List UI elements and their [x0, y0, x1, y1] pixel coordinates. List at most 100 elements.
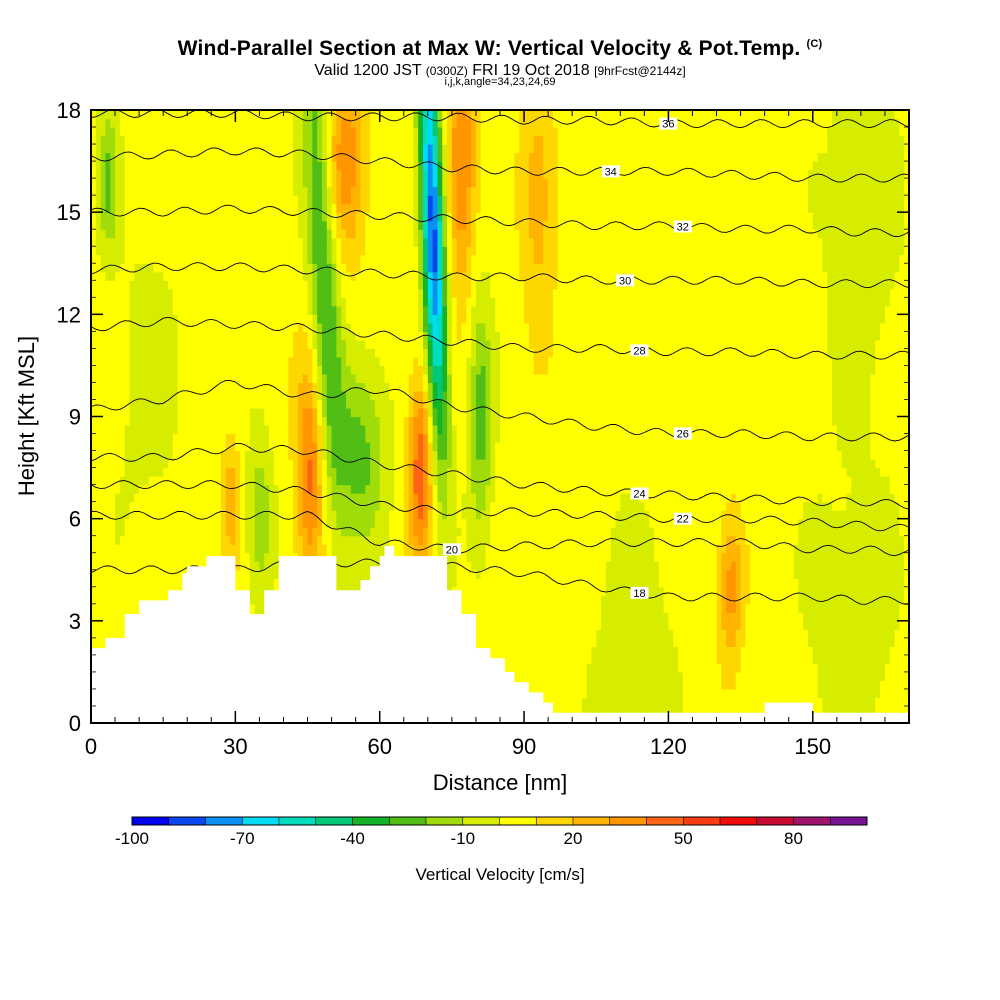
- w-cell: [269, 331, 275, 341]
- w-cell: [240, 314, 246, 324]
- w-cell: [163, 161, 169, 171]
- w-cell: [374, 544, 381, 554]
- w-cell: [307, 518, 313, 528]
- w-cell: [196, 110, 203, 120]
- w-cell: [259, 493, 265, 503]
- w-cell: [158, 297, 164, 307]
- w-cell: [379, 416, 386, 426]
- w-cell: [158, 144, 164, 154]
- w-cell: [350, 331, 357, 341]
- w-cell: [350, 152, 357, 162]
- w-cell: [389, 510, 395, 520]
- w-cell: [182, 552, 188, 562]
- w-cell: [341, 476, 347, 486]
- w-cell: [100, 331, 107, 341]
- w-cell: [177, 178, 184, 188]
- w-cell: [312, 365, 318, 375]
- w-cell: [394, 407, 400, 418]
- w-cell: [139, 178, 145, 188]
- w-cell: [379, 510, 386, 520]
- w-cell: [244, 314, 251, 324]
- w-cell: [269, 569, 275, 579]
- w-cell: [192, 135, 198, 145]
- w-cell: [153, 476, 159, 486]
- w-cell: [206, 518, 212, 528]
- w-cell: [124, 399, 131, 409]
- w-cell: [302, 535, 309, 545]
- w-cell: [172, 459, 179, 469]
- w-cell: [413, 246, 419, 256]
- w-cell: [317, 161, 323, 171]
- w-cell: [389, 297, 395, 307]
- w-cell: [269, 544, 275, 554]
- w-cell: [244, 501, 251, 511]
- w-cell: [341, 510, 347, 520]
- w-cell: [389, 237, 395, 247]
- w-cell: [192, 484, 198, 494]
- w-cell: [172, 263, 179, 273]
- w-cell: [139, 229, 145, 239]
- w-cell: [365, 552, 371, 562]
- w-cell: [230, 433, 236, 443]
- w-cell: [384, 442, 390, 452]
- w-cell: [273, 127, 280, 137]
- w-cell: [355, 416, 362, 426]
- w-cell: [365, 442, 371, 452]
- w-cell: [312, 314, 318, 324]
- w-cell: [163, 246, 169, 256]
- w-cell: [379, 339, 386, 349]
- w-cell: [115, 152, 121, 162]
- w-cell: [177, 382, 184, 392]
- w-cell: [249, 459, 256, 469]
- w-cell: [163, 212, 169, 222]
- w-cell: [389, 186, 395, 196]
- w-cell: [365, 433, 371, 443]
- w-cell: [403, 484, 410, 494]
- w-cell: [172, 578, 179, 588]
- w-cell: [389, 348, 395, 358]
- w-cell: [143, 425, 150, 435]
- w-cell: [225, 288, 232, 298]
- w-cell: [115, 510, 121, 520]
- w-cell: [100, 527, 107, 537]
- w-cell: [269, 246, 275, 256]
- w-cell: [158, 552, 164, 562]
- w-cell: [240, 356, 246, 367]
- w-cell: [244, 263, 251, 273]
- w-cell: [182, 390, 188, 401]
- w-cell: [384, 356, 390, 367]
- w-cell: [105, 118, 111, 128]
- w-cell: [394, 467, 400, 477]
- w-cell: [346, 416, 352, 426]
- w-cell: [302, 331, 309, 341]
- w-cell: [317, 135, 323, 145]
- w-cell: [192, 467, 198, 477]
- w-cell: [119, 416, 126, 426]
- w-cell: [187, 407, 193, 418]
- w-cell: [389, 271, 395, 281]
- w-cell: [283, 110, 289, 120]
- w-cell: [225, 450, 232, 460]
- w-cell: [139, 425, 145, 435]
- w-cell: [158, 263, 164, 273]
- w-cell: [355, 390, 362, 401]
- w-cell: [273, 339, 280, 349]
- w-cell: [124, 288, 131, 298]
- w-cell: [110, 220, 116, 230]
- w-cell: [172, 433, 179, 443]
- w-cell: [163, 271, 169, 281]
- w-cell: [293, 246, 299, 256]
- w-cell: [269, 493, 275, 503]
- w-cell: [158, 356, 164, 367]
- w-cell: [148, 399, 155, 409]
- w-cell: [211, 305, 217, 315]
- w-cell: [148, 476, 155, 486]
- w-cell: [312, 263, 318, 273]
- w-cell: [143, 178, 150, 188]
- w-cell: [216, 271, 222, 281]
- w-cell: [95, 595, 102, 605]
- w-cell: [124, 356, 131, 367]
- w-cell: [331, 254, 337, 264]
- w-cell: [302, 135, 309, 145]
- w-cell: [326, 348, 333, 358]
